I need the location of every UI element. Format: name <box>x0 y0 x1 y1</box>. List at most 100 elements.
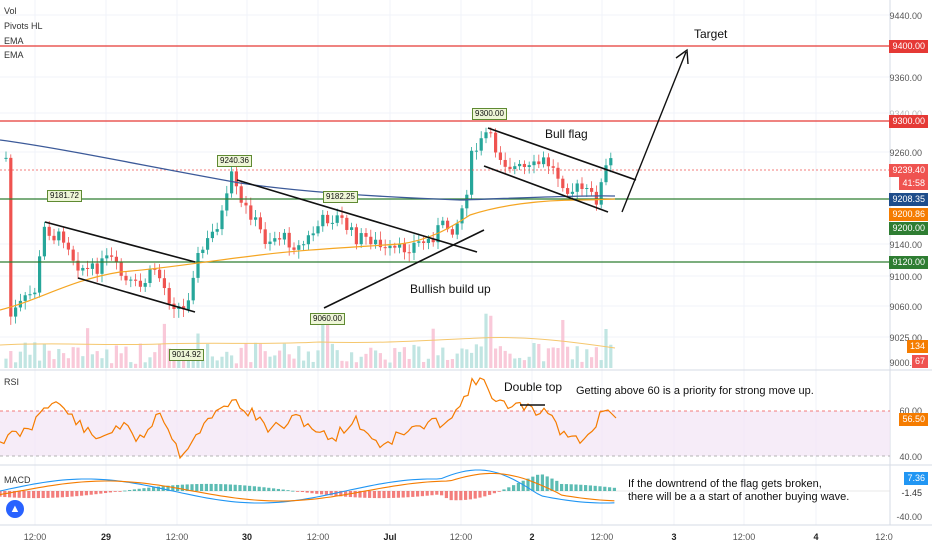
macd-hist-bar <box>286 490 290 491</box>
candle-body <box>57 231 61 241</box>
volume-bar <box>479 346 483 368</box>
volume-bar <box>71 347 75 368</box>
macd-hist-bar <box>291 490 295 492</box>
volume-bar <box>23 342 27 368</box>
volume-bar <box>52 359 56 368</box>
target-label: Target <box>694 27 728 41</box>
candle-body <box>465 194 469 209</box>
volume-bar <box>374 350 378 368</box>
price-badge-9400: 9400.00 <box>889 40 928 53</box>
macd-hist-bar <box>113 491 117 492</box>
macd-hist-bar <box>353 491 357 498</box>
time-label: 2 <box>529 532 535 542</box>
macd-hist-bar <box>180 484 184 491</box>
macd-hist-bar <box>46 491 50 498</box>
volume-bar <box>234 363 238 368</box>
volume-bar <box>316 350 320 368</box>
candle-body <box>28 294 32 296</box>
time-label: Jul <box>383 532 397 542</box>
candle-body <box>561 178 565 189</box>
candle-body <box>42 226 46 257</box>
volume-bar <box>158 344 162 368</box>
candle-body <box>148 268 152 284</box>
macd-hist-bar <box>425 491 429 496</box>
macd-hist-bar <box>228 484 232 491</box>
current-price-badge: 9239.40 <box>889 164 928 177</box>
volume-bars <box>4 313 613 368</box>
candle-body <box>134 279 138 281</box>
price-tick: 9140.00 <box>889 240 922 250</box>
macd-hist-bar <box>512 485 516 491</box>
rsi-tick: 60.00 <box>899 406 922 416</box>
macd-hist-bar <box>555 480 559 491</box>
candle-body <box>249 205 253 220</box>
indicator-ema2-label[interactable]: EMA <box>4 50 24 60</box>
volume-bar <box>474 344 478 368</box>
macd-hist-bar <box>569 484 573 491</box>
candle-body <box>191 277 195 301</box>
macd-line <box>0 469 615 504</box>
volume-bar <box>134 363 138 368</box>
macd-value-badge: 7.36 <box>904 472 928 485</box>
volume-bar <box>551 347 555 368</box>
indicator-pivots-label[interactable]: Pivots HL <box>4 21 43 31</box>
macd-hist-bar <box>80 491 84 496</box>
candle-body <box>302 244 306 246</box>
candle-body <box>479 138 483 151</box>
volume-bar <box>86 328 90 368</box>
candle-body <box>570 191 574 194</box>
volume-bar <box>282 343 286 368</box>
price-tick: 9000.00 <box>889 358 922 368</box>
candle-body <box>494 132 498 153</box>
candle-body <box>364 233 368 237</box>
indicator-ema1-label[interactable]: EMA <box>4 36 24 46</box>
tradingview-logo-icon[interactable]: ▲ <box>6 500 24 518</box>
volume-bar <box>402 347 406 368</box>
indicator-vol-label[interactable]: Vol <box>4 6 17 16</box>
volume-bar <box>105 349 109 368</box>
macd-hist-bar <box>377 491 381 499</box>
time-label: 30 <box>241 532 253 542</box>
volume-bar <box>330 343 334 368</box>
macd-hist-bar <box>166 485 170 491</box>
macd-hist-bar <box>416 491 420 497</box>
rsi-line <box>0 377 617 460</box>
pivot-label: 9240.36 <box>217 155 252 167</box>
candle-body <box>210 231 214 239</box>
volume-bar <box>186 355 190 368</box>
macd-hist-bar <box>411 491 415 497</box>
macd-hist-bar <box>204 483 208 491</box>
macd-pane-label[interactable]: MACD <box>4 475 31 485</box>
candle-body <box>239 186 243 203</box>
macd-signal-value: -1.45 <box>901 488 922 498</box>
candle-body <box>244 202 248 206</box>
volume-bar <box>335 350 339 368</box>
macd-hist-bar <box>60 491 64 498</box>
target-arrow <box>621 51 687 213</box>
macd-hist-bar <box>142 488 146 491</box>
ema-badge: 9200.86 <box>889 208 928 221</box>
pivot-label: 9181.72 <box>47 190 82 202</box>
macd-hist-bar <box>406 491 410 498</box>
candle-body <box>580 183 584 189</box>
volume-bar <box>345 361 349 368</box>
macd-hist-bar <box>324 491 328 495</box>
macd-hist-bar <box>41 491 45 499</box>
candle-body <box>599 182 603 205</box>
candle-body <box>503 159 507 167</box>
macd-hist-bar <box>502 489 506 491</box>
macd-hist-bar <box>339 491 343 497</box>
candle-body <box>206 238 210 250</box>
macd-hist-bar <box>200 483 204 491</box>
volume-bar <box>426 358 430 368</box>
candle-body <box>143 283 147 287</box>
candle-body <box>234 171 238 187</box>
macd-hist-bar <box>483 491 487 497</box>
macd-hist-bar <box>224 484 228 491</box>
macd-hist-bar <box>468 491 472 500</box>
volume-badge: 67 <box>911 355 928 368</box>
candle-body <box>316 226 320 234</box>
rsi-pane-label[interactable]: RSI <box>4 377 20 387</box>
volume-bar <box>230 355 234 368</box>
